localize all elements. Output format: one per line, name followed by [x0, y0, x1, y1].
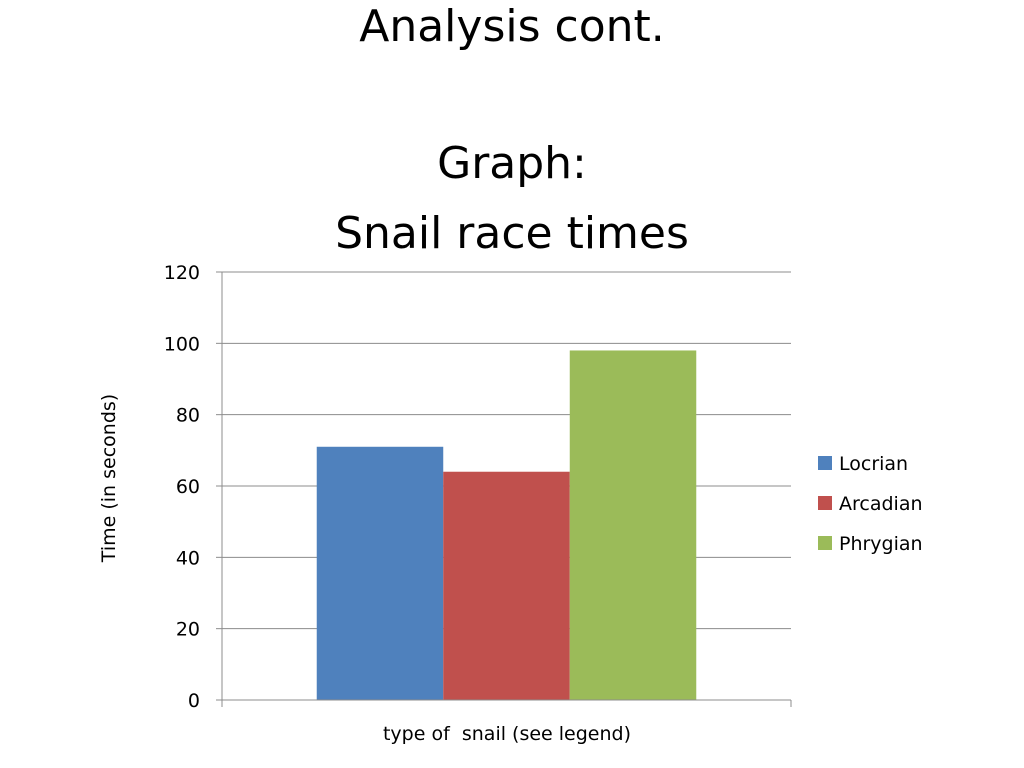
y-tick-label-60: 60	[176, 476, 200, 498]
legend-swatch-arcadian	[818, 496, 832, 510]
y-tick-label-120: 120	[164, 262, 200, 284]
y-tick-label-100: 100	[164, 333, 200, 355]
legend-swatch-phrygian	[818, 536, 832, 550]
legend: Locrian Arcadian Phrygian	[818, 453, 923, 555]
bar-phrygian	[569, 350, 697, 700]
slide-title: Analysis cont.	[359, 1, 665, 52]
slide-subtitle-graph: Graph:	[437, 138, 587, 189]
slide-subtitle-chart-name: Snail race times	[335, 208, 689, 259]
y-axis-title: Time (in seconds)	[98, 394, 120, 563]
y-tick-label-20: 20	[176, 619, 200, 641]
y-tick-label-0: 0	[188, 690, 200, 712]
y-tick-label-40: 40	[176, 547, 200, 569]
legend-label-locrian: Locrian	[839, 453, 908, 475]
bar-arcadian	[443, 471, 570, 700]
legend-label-arcadian: Arcadian	[839, 493, 923, 515]
legend-label-phrygian: Phrygian	[839, 533, 923, 555]
bars	[316, 350, 697, 700]
bar-locrian	[316, 446, 444, 700]
legend-swatch-locrian	[818, 456, 832, 470]
y-tick-labels: 0 20 40 60 80 100 120	[164, 262, 200, 712]
y-tick-label-80: 80	[176, 405, 200, 427]
x-axis-title: type of snail (see legend)	[383, 723, 631, 745]
axes	[216, 271, 792, 707]
